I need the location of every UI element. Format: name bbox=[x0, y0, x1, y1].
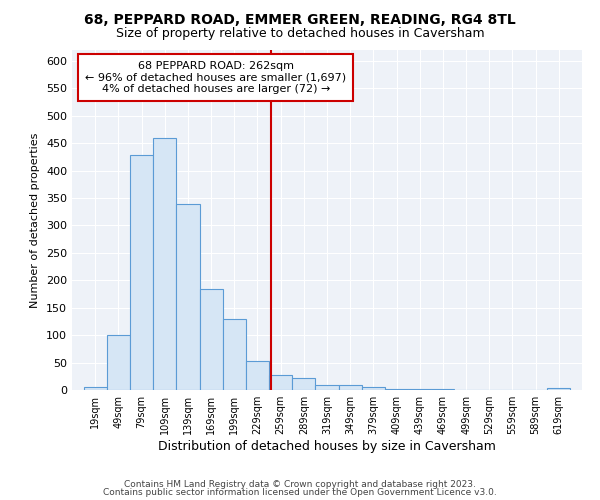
Bar bbox=[83, 388, 107, 390]
Bar bbox=[269, 374, 292, 390]
X-axis label: Distribution of detached houses by size in Caversham: Distribution of detached houses by size … bbox=[158, 440, 496, 453]
Bar bbox=[153, 138, 176, 390]
Bar bbox=[362, 388, 385, 390]
Text: 68 PEPPARD ROAD: 262sqm
← 96% of detached houses are smaller (1,697)
4% of detac: 68 PEPPARD ROAD: 262sqm ← 96% of detache… bbox=[85, 61, 346, 94]
Bar bbox=[246, 362, 269, 390]
Bar bbox=[223, 318, 246, 390]
Bar bbox=[547, 388, 571, 390]
Bar bbox=[316, 384, 338, 390]
Text: 68, PEPPARD ROAD, EMMER GREEN, READING, RG4 8TL: 68, PEPPARD ROAD, EMMER GREEN, READING, … bbox=[84, 12, 516, 26]
Bar bbox=[130, 156, 153, 390]
Bar bbox=[338, 384, 362, 390]
Bar bbox=[107, 335, 130, 390]
Text: Contains public sector information licensed under the Open Government Licence v3: Contains public sector information licen… bbox=[103, 488, 497, 497]
Bar bbox=[176, 204, 199, 390]
Y-axis label: Number of detached properties: Number of detached properties bbox=[31, 132, 40, 308]
Bar bbox=[199, 288, 223, 390]
Bar bbox=[292, 378, 316, 390]
Text: Contains HM Land Registry data © Crown copyright and database right 2023.: Contains HM Land Registry data © Crown c… bbox=[124, 480, 476, 489]
Bar bbox=[385, 389, 408, 390]
Text: Size of property relative to detached houses in Caversham: Size of property relative to detached ho… bbox=[116, 28, 484, 40]
